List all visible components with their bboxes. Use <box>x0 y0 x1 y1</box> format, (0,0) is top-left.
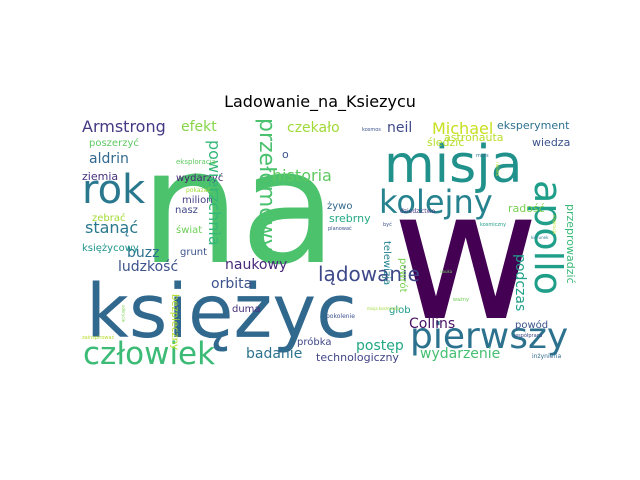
cloud-word: mars <box>476 153 489 159</box>
cloud-word: inspiracja <box>552 215 557 235</box>
cloud-word: odkrycie <box>121 305 126 323</box>
cloud-word: grunt <box>180 247 207 258</box>
cloud-word: srebrny <box>329 212 371 225</box>
cloud-word: ziemia <box>82 170 118 183</box>
cloud-word: buzz <box>127 245 159 261</box>
cloud-word: zebrać <box>92 212 126 224</box>
cloud-word: nauka <box>440 269 453 274</box>
cloud-word: o <box>282 148 289 161</box>
cloud-word: być <box>383 221 392 228</box>
cloud-word: pokazać <box>186 187 211 194</box>
cloud-word: apollo <box>526 180 570 295</box>
cloud-word: świat <box>176 224 202 236</box>
cloud-word: duma <box>232 304 261 315</box>
page-title: Ladowanie_na_Ksiezycu <box>224 92 416 111</box>
cloud-word: misja <box>384 135 523 195</box>
cloud-word: glob <box>389 305 411 316</box>
cloud-word: stanąć <box>85 218 138 237</box>
cloud-word: rakieta <box>495 162 500 177</box>
cloud-word: współpraca <box>514 332 542 339</box>
cloud-word: aldrin <box>89 151 129 167</box>
cloud-word: lądowanie <box>318 262 420 286</box>
cloud-word: Armstrong <box>82 117 166 136</box>
cloud-word: naukowy <box>225 257 287 273</box>
cloud-word: wiedza <box>532 136 570 149</box>
cloud-word: badanie <box>246 346 302 362</box>
cloud-word: orbita <box>211 276 252 292</box>
cloud-word: w <box>392 152 539 361</box>
cloud-word: historia <box>272 166 332 185</box>
cloud-word: przełomowy <box>254 118 279 252</box>
cloud-word: poszerzyć <box>89 137 139 149</box>
cloud-word: rok <box>82 167 146 213</box>
cloud-word: eksploracja <box>176 158 216 166</box>
cloud-word: człowiek <box>83 336 215 372</box>
cloud-word: kosmos <box>362 127 381 133</box>
cloud-word: powód <box>515 319 548 331</box>
cloud-word: Michael <box>432 119 493 138</box>
cloud-word: ważny <box>453 297 469 303</box>
cloud-word: radość <box>508 202 545 215</box>
cloud-word: neil <box>387 120 412 136</box>
cloud-word: pokolenie <box>326 313 355 320</box>
cloud-word: zainspirować <box>82 334 115 341</box>
cloud-word: na <box>140 116 337 300</box>
cloud-word: śledzić <box>427 136 464 149</box>
cloud-word: nasz <box>175 205 198 216</box>
cloud-word: planować <box>328 225 352 232</box>
cloud-word: kierunek <box>531 235 549 240</box>
cloud-word: Collins <box>409 316 455 332</box>
cloud-word: bezpieczny <box>169 294 180 350</box>
cloud-word: pierwszy <box>410 316 568 357</box>
cloud-word: astronauta <box>444 131 504 144</box>
cloud-word: misja kosmiczna <box>367 306 400 311</box>
cloud-word: telewizja <box>381 241 392 285</box>
cloud-word: postęp <box>356 338 404 354</box>
cloud-word: kolejny <box>379 183 493 221</box>
cloud-word: podczas <box>512 254 528 311</box>
cloud-word: technologiczny <box>316 351 399 364</box>
cloud-word: próbka <box>297 336 331 348</box>
cloud-word: powierzchnia <box>205 140 224 246</box>
cloud-word: przeprowadzić <box>564 204 577 284</box>
cloud-word: inżynieria <box>532 353 561 360</box>
cloud-word: żywo <box>327 201 352 212</box>
cloud-word: milion <box>182 195 213 206</box>
cloud-word: wydarzenie <box>420 346 500 362</box>
cloud-word: wydarzyć <box>176 172 223 184</box>
cloud-word: eksperyment <box>497 119 570 132</box>
cloud-word: księżycowy <box>82 243 139 254</box>
cloud-word: kosmiczny <box>480 222 506 228</box>
cloud-word: księżyc <box>86 269 357 355</box>
cloud-word: powrót <box>397 258 409 293</box>
cloud-word: efekt <box>181 119 217 135</box>
cloud-word: ludzkość <box>118 259 178 275</box>
cloud-word: czekało <box>287 120 340 136</box>
cloud-word: dziedzictwo <box>400 208 436 215</box>
